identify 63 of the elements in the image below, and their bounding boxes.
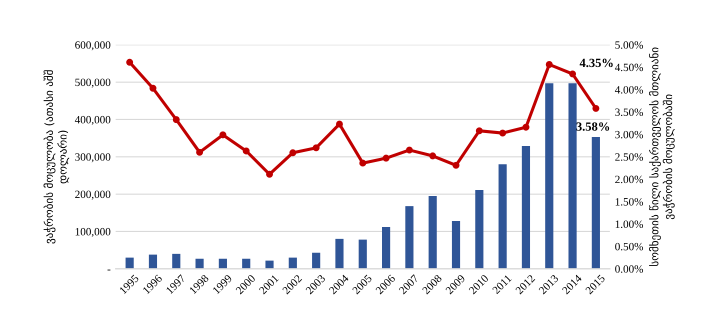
bar bbox=[312, 252, 320, 269]
point bbox=[522, 124, 530, 131]
bar bbox=[522, 146, 530, 269]
point bbox=[429, 152, 436, 160]
data-label: 4.35% bbox=[580, 58, 613, 68]
point bbox=[406, 146, 413, 154]
bar bbox=[288, 258, 297, 269]
bar bbox=[498, 164, 507, 269]
point bbox=[266, 170, 273, 178]
point bbox=[499, 130, 506, 137]
point bbox=[289, 149, 296, 156]
point bbox=[149, 84, 156, 92]
y2-tick-label: 2.00% bbox=[615, 176, 644, 184]
y2-tick-label: 2.50% bbox=[615, 153, 644, 161]
bar bbox=[568, 83, 577, 269]
y2-tick-label: 4.00% bbox=[614, 86, 644, 94]
y2-tick-label: 0.50% bbox=[615, 242, 644, 250]
y-tick-label: 300,000 bbox=[75, 153, 110, 162]
bar bbox=[242, 258, 250, 269]
point bbox=[359, 160, 366, 167]
point bbox=[382, 154, 390, 162]
bar bbox=[196, 258, 204, 269]
y2-tick-label: 1.50% bbox=[616, 198, 644, 206]
bar bbox=[592, 137, 600, 269]
y2-tick-label: 3.50% bbox=[615, 108, 644, 116]
y-tick-label: 100,000 bbox=[76, 228, 110, 238]
bar bbox=[475, 190, 484, 269]
bar bbox=[172, 254, 180, 269]
point bbox=[312, 144, 320, 152]
bar bbox=[382, 226, 390, 269]
bar bbox=[335, 238, 344, 269]
y-axis-title: ვაჭრობის მოცულობა (ათასი აშშ დოლარი) bbox=[44, 70, 70, 244]
point bbox=[592, 104, 600, 112]
y-tick-label: 500,000 bbox=[75, 78, 110, 88]
point bbox=[336, 120, 343, 128]
bar bbox=[148, 254, 158, 269]
x-tick-label: 2011 bbox=[492, 274, 512, 294]
bar bbox=[265, 260, 274, 269]
bar bbox=[545, 83, 554, 269]
y2-tick-label: 3.00% bbox=[615, 130, 644, 138]
y2-axis-title: სომხეთის წილი საქართველოს მთლიანი ვაჭრობის მოცულობაში bbox=[648, 48, 675, 266]
bar bbox=[126, 258, 134, 269]
bar bbox=[428, 196, 437, 269]
y2-tick-label: 4.50% bbox=[614, 64, 644, 72]
point bbox=[569, 70, 576, 78]
bar bbox=[218, 258, 227, 269]
bar bbox=[405, 206, 414, 269]
bar bbox=[452, 221, 460, 269]
point bbox=[126, 58, 134, 66]
y2-tick-label: 1.00% bbox=[616, 220, 644, 228]
y-tick-label: 600,000 bbox=[75, 41, 110, 50]
y-tick-label: 200,000 bbox=[75, 190, 110, 200]
point bbox=[476, 127, 483, 134]
point bbox=[219, 131, 226, 138]
y2-tick-label: 0.00% bbox=[615, 265, 644, 273]
y-tick-label: 400,000 bbox=[74, 116, 110, 126]
point bbox=[172, 116, 180, 124]
point bbox=[242, 148, 250, 154]
point bbox=[546, 61, 553, 68]
point bbox=[452, 162, 460, 169]
y2-tick-label: 5.00% bbox=[615, 41, 644, 49]
point bbox=[196, 148, 204, 156]
bar bbox=[358, 240, 367, 269]
